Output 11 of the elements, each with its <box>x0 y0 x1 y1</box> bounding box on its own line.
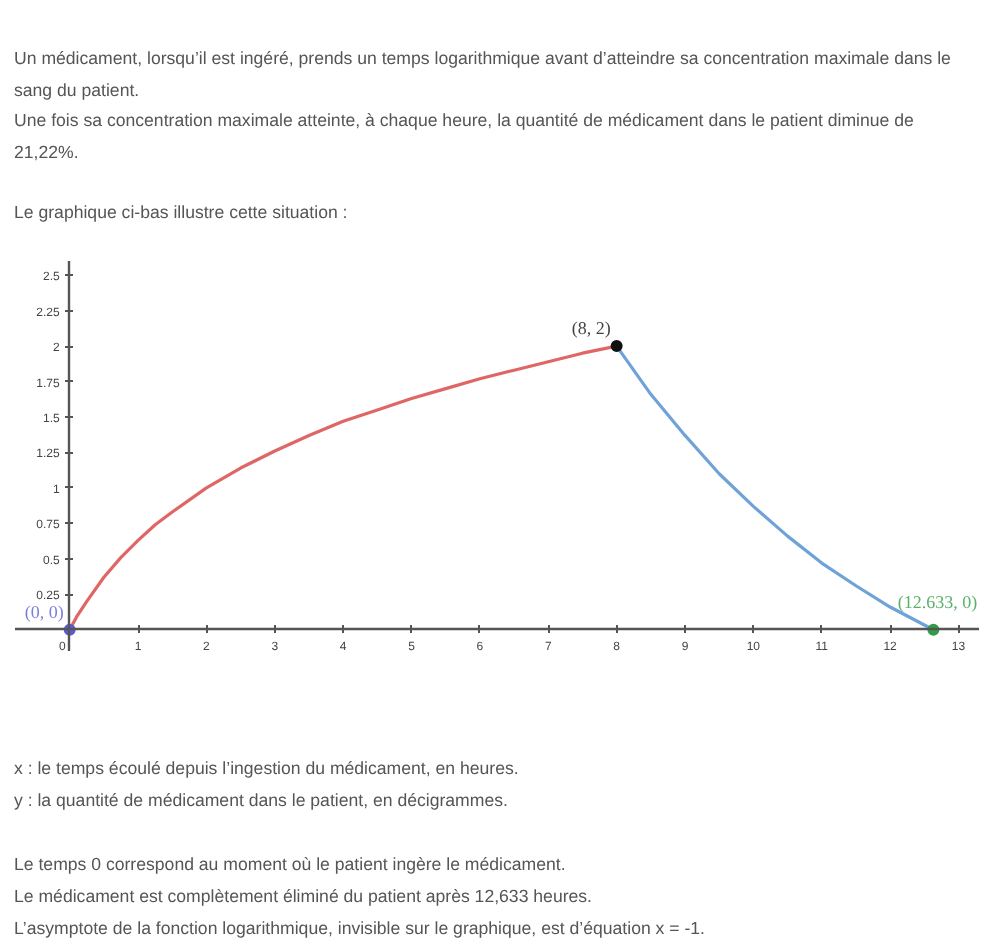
chart-title: Un médicament, lorsqu’il est ingéré, prends un temps logarithmique avant d’atteindre sa concentration maximale dans le sang du patient. <box>14 46 953 104</box>
text: y : la quantité de médicament dans le patient, en décigrammes. <box>14 788 510 814</box>
data-label: (8, 2) <box>571 318 611 339</box>
text: Le temps 0 correspond au moment où le patient ingère le médicament. <box>14 852 568 878</box>
text: Le graphique ci-bas illustre cette situation : <box>14 200 350 226</box>
chart-subtitle: Une fois sa concentration maximale atteinte, à chaque heure, la quantité de médicament dans le patient diminue de 21,22%. <box>14 108 916 165</box>
text: Le médicament est complètement éliminé du patient après 12,633 heures. <box>14 884 595 910</box>
data-label: (0, 0) <box>24 601 64 622</box>
text: x : le temps écoulé depuis l’ingestion du médicament, en heures. <box>14 756 521 782</box>
text: L’asymptote de la fonction logarithmique, invisible sur le graphique, est d’équation x = -1. <box>14 916 705 942</box>
data-label: (12.633, 0) <box>897 591 978 612</box>
